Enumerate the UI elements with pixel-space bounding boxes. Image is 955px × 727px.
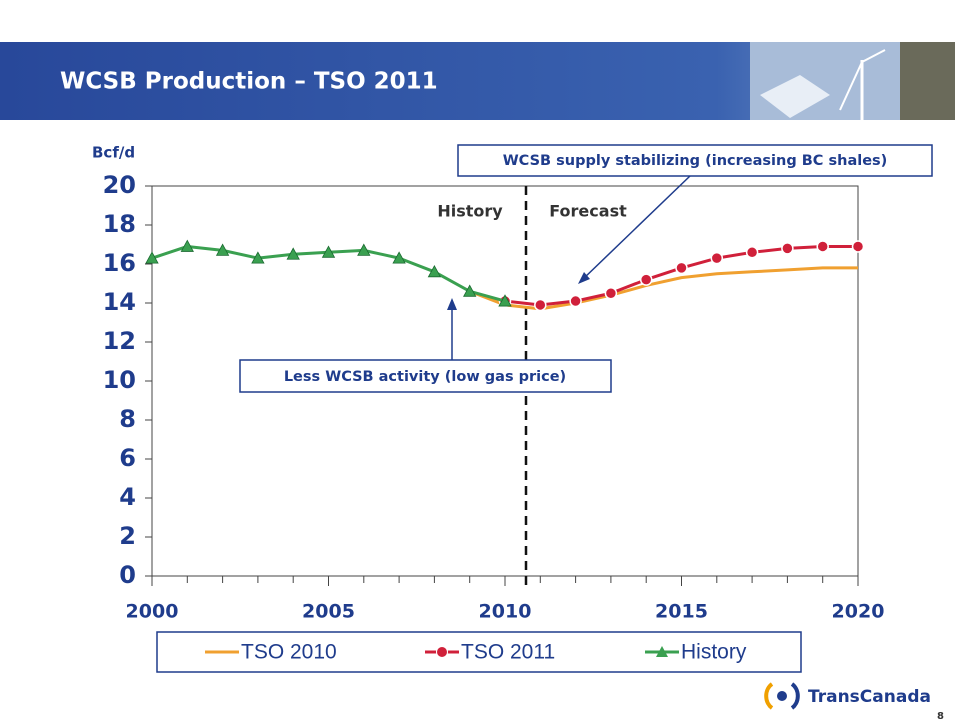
point xyxy=(604,287,618,300)
page-number: 8 xyxy=(937,711,944,722)
x-tick-label: 2010 xyxy=(479,601,532,623)
y-tick-label: 16 xyxy=(103,249,136,277)
point xyxy=(392,251,406,264)
annotation: History xyxy=(437,202,503,221)
point xyxy=(180,239,194,252)
annotation: Forecast xyxy=(549,202,627,221)
point xyxy=(463,284,477,297)
series-line xyxy=(469,266,858,311)
legend-box xyxy=(156,631,802,673)
point xyxy=(639,273,653,286)
annotation: WCSB supply stabilizing (increasing BC s… xyxy=(503,153,888,169)
point xyxy=(427,264,442,278)
logo-text: TransCanada xyxy=(808,687,931,707)
arrow-head xyxy=(578,272,590,284)
point xyxy=(357,243,371,256)
slide-title: WCSB Production – TSO 2011 xyxy=(60,69,438,95)
point xyxy=(745,246,759,259)
point xyxy=(675,261,688,275)
y-tick-label: 12 xyxy=(103,327,136,355)
y-tick-label: 2 xyxy=(119,522,136,550)
legend-marker xyxy=(436,646,448,658)
annotation-box xyxy=(239,359,612,393)
legend-marker xyxy=(656,646,668,657)
x-tick-label: 2015 xyxy=(655,601,708,623)
point xyxy=(851,240,865,253)
point xyxy=(498,294,512,307)
legend-label: History xyxy=(681,641,747,664)
point xyxy=(534,298,547,312)
point xyxy=(215,243,230,256)
y-axis-label: Bcf/d xyxy=(92,144,135,162)
logo xyxy=(764,682,800,710)
x-tick-label: 2000 xyxy=(126,601,179,623)
point xyxy=(145,251,159,264)
x-tick-label: 2005 xyxy=(302,601,355,623)
point xyxy=(816,240,829,253)
point xyxy=(286,247,300,260)
point xyxy=(321,245,336,258)
annotation-box xyxy=(457,144,933,177)
legend-label: TSO 2011 xyxy=(461,641,555,664)
point xyxy=(710,251,724,265)
arrow-head xyxy=(447,298,457,310)
y-tick-label: 10 xyxy=(103,366,136,394)
y-tick-label: 14 xyxy=(103,288,136,316)
point xyxy=(781,242,794,255)
header-image xyxy=(750,42,955,120)
annotation: Less WCSB activity (low gas price) xyxy=(284,369,566,385)
point xyxy=(251,251,265,264)
y-tick-label: 0 xyxy=(119,561,136,589)
annotation-arrow xyxy=(581,175,691,281)
y-tick-label: 20 xyxy=(103,171,136,199)
y-tick-label: 18 xyxy=(103,210,136,238)
y-tick-label: 4 xyxy=(119,483,136,511)
point xyxy=(569,294,582,308)
x-tick-label: 2020 xyxy=(832,601,885,623)
legend-label: TSO 2010 xyxy=(241,641,337,664)
y-tick-label: 8 xyxy=(119,405,136,433)
y-tick-label: 6 xyxy=(119,444,136,472)
